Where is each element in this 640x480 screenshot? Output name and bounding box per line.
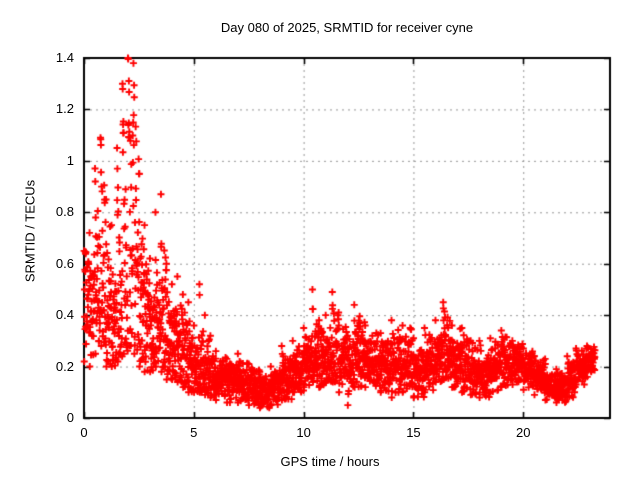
x-tick-label: 15 (406, 425, 421, 440)
x-tick-label: 5 (190, 425, 198, 440)
y-tick-label: 0.2 (55, 358, 74, 374)
y-tick-label: 1.4 (55, 50, 74, 65)
y-tick-label: 0.6 (55, 255, 74, 271)
x-tick-label: 20 (516, 425, 531, 440)
y-tick-label: 0 (66, 410, 74, 425)
x-axis-label: GPS time / hours (280, 454, 380, 469)
x-tick-label: 0 (80, 425, 88, 440)
y-tick-label: 0.4 (55, 307, 74, 323)
x-tick-label: 10 (296, 425, 311, 440)
chart-title: Day 080 of 2025, SRMTID for receiver cyn… (220, 20, 474, 35)
y-tick-label: 1.2 (55, 101, 74, 117)
y-tick-label: 1 (66, 152, 74, 168)
y-tick-label: 0.8 (55, 204, 74, 220)
